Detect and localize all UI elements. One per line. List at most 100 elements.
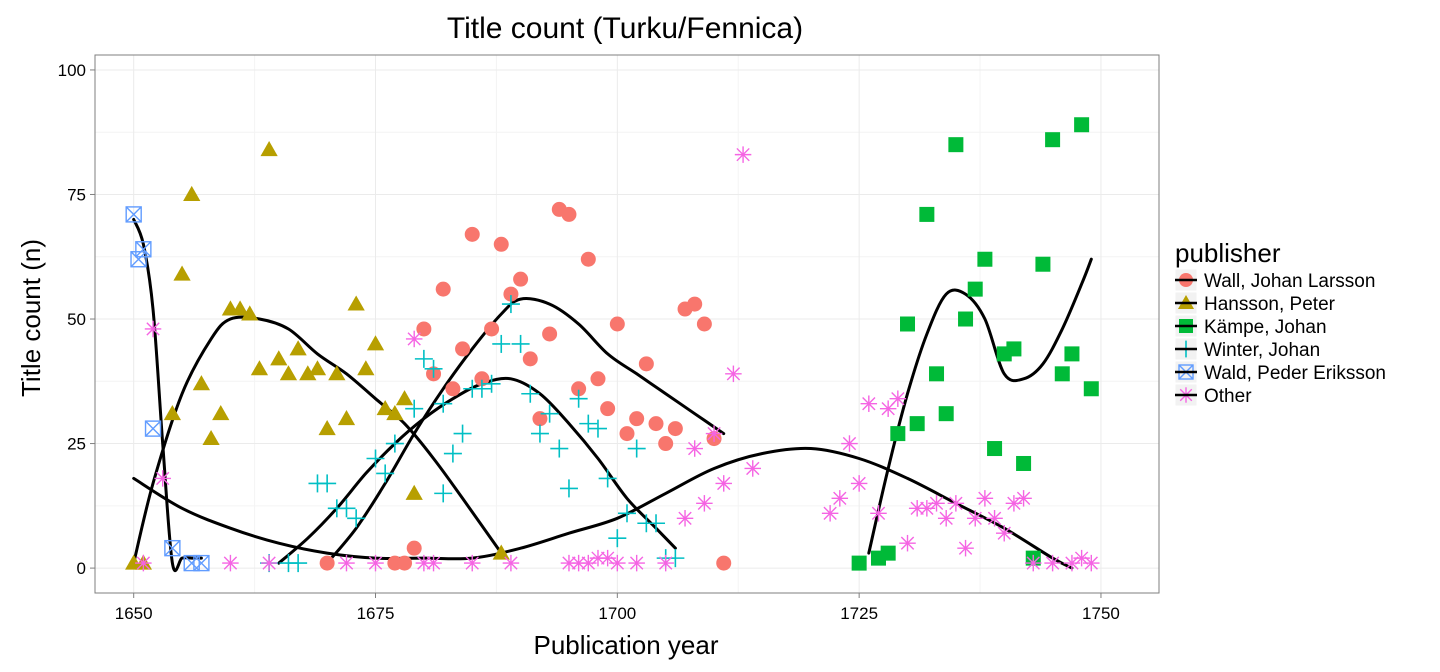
data-point-star <box>599 549 616 567</box>
data-point-plus <box>424 359 443 378</box>
data-point-star <box>1005 495 1023 512</box>
data-point-star <box>1025 554 1042 572</box>
data-point-star <box>850 475 868 492</box>
data-point-star <box>144 320 162 338</box>
x-axis-title: Publication year <box>534 630 719 660</box>
data-point-circle <box>658 436 674 452</box>
data-point-star <box>609 554 626 572</box>
data-point-boxed-x <box>135 241 152 258</box>
legend-item: Kämpe, Johan <box>1174 314 1327 338</box>
data-point-circle <box>687 296 703 312</box>
data-point-triangle <box>183 185 201 201</box>
data-point-circle <box>522 351 538 367</box>
y-axis-title: Title count (n) <box>16 239 46 397</box>
data-point-square <box>1074 117 1090 133</box>
data-point-triangle <box>270 350 288 366</box>
data-point-boxed-x <box>193 554 210 572</box>
data-point-plus <box>647 514 666 533</box>
data-point-circle <box>406 540 422 556</box>
data-point-star <box>338 554 355 572</box>
data-point-square <box>1035 256 1051 272</box>
plot-panel <box>94 54 1160 594</box>
data-point-circle <box>571 381 587 397</box>
data-point-square <box>919 206 935 222</box>
data-point-star <box>821 505 839 522</box>
data-point-square <box>851 555 867 571</box>
data-point-square <box>1006 341 1022 357</box>
legend-label: Wald, Peder Eriksson <box>1204 363 1386 384</box>
data-point-star <box>1073 549 1090 567</box>
y-tick-label: 75 <box>67 185 86 204</box>
x-tick-label: 1650 <box>115 604 153 623</box>
data-point-plus <box>511 334 530 353</box>
x-axis: 1650 1675 1700 1725 1750 <box>115 593 1120 623</box>
data-point-star <box>986 510 1003 527</box>
data-point-triangle <box>289 340 307 356</box>
data-point-star <box>918 500 936 517</box>
data-point-plus <box>289 554 308 573</box>
data-point-square <box>909 416 925 432</box>
data-point-star <box>899 534 916 552</box>
data-point-plus <box>598 469 617 488</box>
data-point-square <box>880 545 896 561</box>
data-point-square <box>938 406 954 422</box>
data-point-plus <box>501 295 520 314</box>
legend-item: Wall, Johan Larsson <box>1174 268 1375 292</box>
data-point-plus <box>347 509 366 528</box>
data-point-circle <box>561 206 577 222</box>
data-point-circle <box>532 411 548 427</box>
data-point-square <box>890 426 906 442</box>
data-point-star <box>744 460 761 477</box>
data-point-triangle <box>386 405 404 421</box>
data-point-circle <box>716 555 732 571</box>
data-point-square <box>900 316 916 332</box>
data-point-star <box>831 490 849 507</box>
data-point-circle <box>600 401 616 417</box>
data-point-triangle <box>318 419 336 436</box>
data-point-circle <box>493 236 509 252</box>
data-point-triangle <box>357 360 375 376</box>
data-point-star <box>696 495 713 512</box>
data-point-plus <box>492 334 511 353</box>
data-point-circle <box>619 426 635 442</box>
legend-item: Other <box>1174 383 1252 407</box>
data-point-plus <box>618 504 636 523</box>
data-point-circle <box>445 381 461 397</box>
data-point-triangle <box>202 429 220 446</box>
data-point-triangle <box>163 405 182 421</box>
data-point-triangle <box>395 390 414 406</box>
data-point-star <box>154 470 171 487</box>
data-point-square <box>1083 381 1099 397</box>
data-point-square <box>958 311 974 327</box>
smooth-line <box>325 297 726 565</box>
data-point-star <box>686 440 703 457</box>
data-point-star <box>860 395 878 412</box>
legend-label: Other <box>1204 386 1252 407</box>
data-point-triangle <box>231 300 249 316</box>
data-point-star <box>260 554 278 572</box>
panel-border <box>94 54 1160 594</box>
data-point-triangle <box>173 265 191 281</box>
data-point-circle <box>629 411 645 427</box>
grid <box>95 55 1159 593</box>
data-point-star <box>928 495 945 512</box>
data-point-plus <box>569 389 588 408</box>
data-point-plus <box>405 399 424 418</box>
data-point-circle <box>435 281 451 297</box>
data-point-star <box>715 475 732 492</box>
legend-label: Hansson, Peter <box>1204 294 1336 315</box>
data-point-triangle <box>308 360 327 376</box>
x-tick-label: 1725 <box>840 604 878 623</box>
data-point-triangle <box>366 335 385 351</box>
data-point-star <box>222 554 239 572</box>
data-point-triangle <box>212 405 230 421</box>
data-point-plus <box>482 374 501 393</box>
y-tick-label: 0 <box>77 559 86 578</box>
data-point-star <box>405 330 423 348</box>
x-tick-label: 1750 <box>1082 604 1120 623</box>
data-point-circle <box>609 316 625 332</box>
data-point-plus <box>376 464 395 483</box>
data-point-plus <box>559 479 578 498</box>
data-point-triangle <box>347 295 365 311</box>
